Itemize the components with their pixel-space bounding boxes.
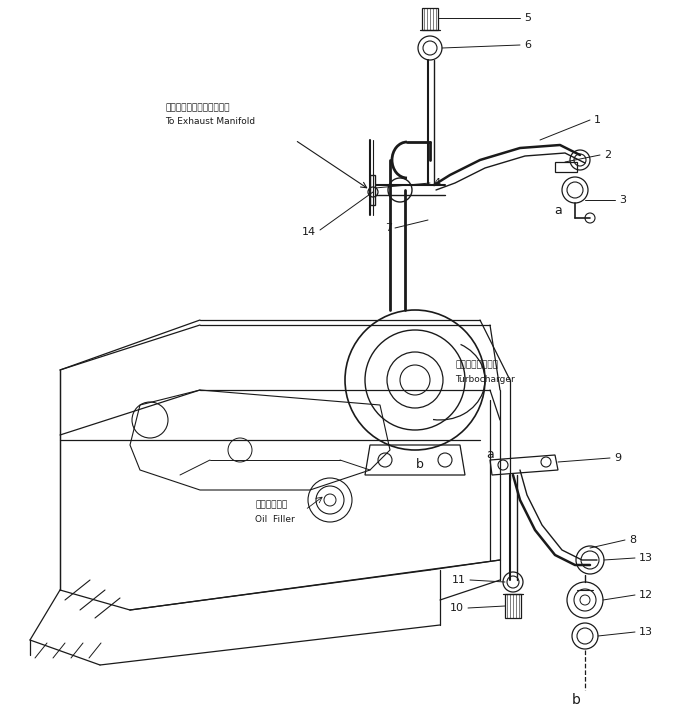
Text: 13: 13 xyxy=(639,553,653,563)
Text: a: a xyxy=(554,204,562,217)
Text: To Exhaust Manifold: To Exhaust Manifold xyxy=(165,117,255,127)
Text: 6: 6 xyxy=(524,40,531,50)
Text: エキゾーストマニホールへ: エキゾーストマニホールへ xyxy=(165,104,230,112)
Text: 9: 9 xyxy=(614,453,621,463)
Text: 2: 2 xyxy=(604,150,611,160)
Text: 3: 3 xyxy=(619,195,626,205)
Bar xyxy=(505,594,521,618)
Text: Oil  Filler: Oil Filler xyxy=(255,516,294,525)
Text: 14: 14 xyxy=(302,227,316,237)
Text: 13: 13 xyxy=(639,627,653,637)
Text: 8: 8 xyxy=(629,535,636,545)
Text: b: b xyxy=(416,458,424,471)
Text: オイルフィラ: オイルフィラ xyxy=(255,500,287,510)
Text: 1: 1 xyxy=(594,115,601,125)
Bar xyxy=(422,8,438,30)
Text: 5: 5 xyxy=(524,13,531,23)
Text: 7: 7 xyxy=(385,223,392,233)
Text: ターボチャージャ: ターボチャージャ xyxy=(455,360,498,370)
Text: a: a xyxy=(486,448,494,461)
Text: Turbocharger: Turbocharger xyxy=(455,375,515,385)
Text: 10: 10 xyxy=(450,603,464,613)
Polygon shape xyxy=(370,175,375,205)
Bar xyxy=(555,162,577,172)
Text: 4: 4 xyxy=(433,178,440,188)
Text: 11: 11 xyxy=(452,575,466,585)
Text: b: b xyxy=(571,693,580,707)
Text: 12: 12 xyxy=(639,590,653,600)
